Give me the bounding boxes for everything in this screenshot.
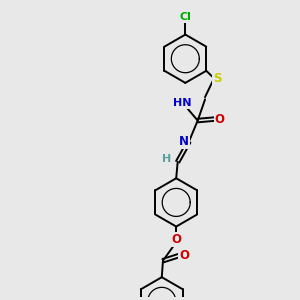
Text: H: H (162, 154, 171, 164)
Text: S: S (213, 72, 222, 85)
Text: HN: HN (173, 98, 192, 109)
Text: Cl: Cl (179, 13, 191, 22)
Text: N: N (178, 135, 189, 148)
Text: O: O (179, 249, 189, 262)
Text: O: O (171, 233, 181, 246)
Text: O: O (215, 112, 225, 126)
